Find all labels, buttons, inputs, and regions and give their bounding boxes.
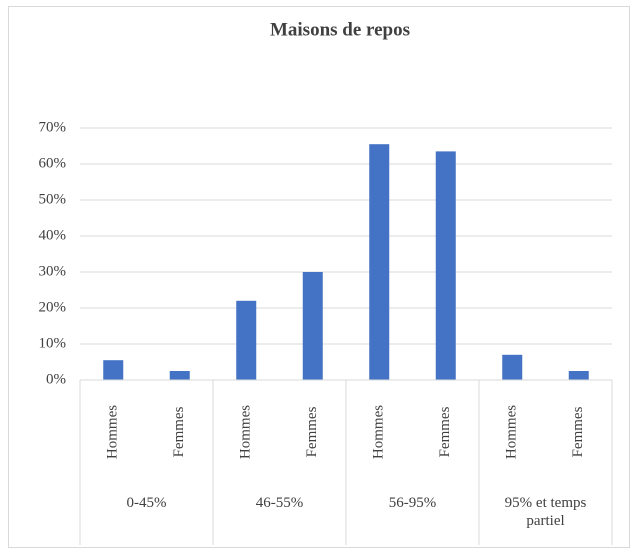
y-tick-label: 20%: [39, 299, 67, 315]
group-label-box: 0-45%: [126, 495, 167, 511]
group-label-box: 46-55%: [255, 495, 304, 511]
x-tick-label: Hommes: [105, 405, 121, 459]
group-label: 0-45%: [126, 495, 167, 511]
group-label: 95% et temps partiel: [504, 495, 587, 529]
group-label: 46-55%: [255, 495, 304, 511]
x-tick-label: Femmes: [304, 406, 320, 457]
bar: [568, 371, 589, 380]
y-tick-label: 50%: [39, 191, 67, 207]
x-tick-label: Femmes: [437, 406, 453, 457]
bar: [369, 144, 390, 380]
chart-title: Maisons de repos: [270, 19, 410, 40]
y-tick-label: 40%: [39, 227, 67, 243]
group-label-box: 95% et temps partiel: [504, 495, 587, 529]
bar: [103, 360, 124, 380]
bar: [435, 151, 456, 380]
bar: [169, 371, 190, 380]
y-tick-label: 70%: [39, 119, 67, 135]
bar: [502, 354, 523, 380]
group-label: 56-95%: [388, 495, 437, 511]
x-tick-label: Femmes: [570, 406, 586, 457]
y-tick-label: 0%: [46, 371, 66, 387]
group-label-box: 56-95%: [388, 495, 437, 511]
y-tick-label: 10%: [39, 335, 67, 351]
x-tick-label: Hommes: [504, 405, 520, 459]
bar: [236, 300, 257, 380]
x-tick-label: Femmes: [171, 406, 187, 457]
bar: [302, 272, 323, 380]
y-tick-label: 60%: [39, 155, 67, 171]
y-tick-label: 30%: [39, 263, 67, 279]
x-tick-label: Hommes: [238, 405, 254, 459]
x-tick-label: Hommes: [371, 405, 387, 459]
